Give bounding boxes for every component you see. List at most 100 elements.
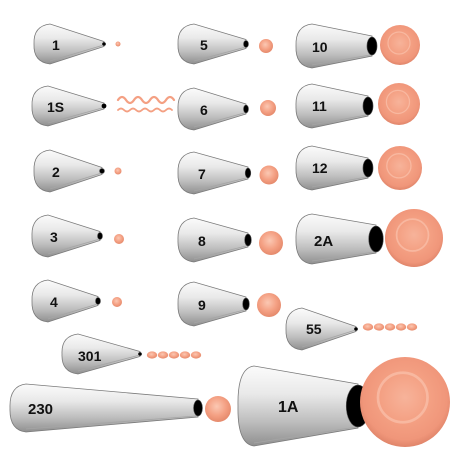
tip-12-icing-sample <box>378 146 422 190</box>
tip-2a-label: 2A <box>314 233 333 250</box>
tip-8: 8 <box>177 217 283 263</box>
tip-2a-opening <box>368 225 384 253</box>
tip-1a-icing-sample <box>360 357 450 447</box>
tip-55-seam <box>301 330 355 348</box>
tip-10: 10 <box>295 23 420 69</box>
tip-12-icing-swirl <box>386 153 412 179</box>
tip-5-icing-sample <box>259 39 273 53</box>
tip-1a: 1A <box>237 357 450 447</box>
tip-2: 2 <box>33 149 122 193</box>
tip-1a-icing-swirl <box>376 371 429 424</box>
tip-301-label: 301 <box>78 348 102 364</box>
tip-11-opening <box>362 96 374 116</box>
tip-1-label: 1 <box>52 37 60 53</box>
tip-1s-label: 1S <box>47 99 64 115</box>
tip-11-label: 11 <box>312 98 327 114</box>
tip-301-icing-bead <box>190 351 202 359</box>
tip-5-body <box>177 23 247 65</box>
tip-301-icing-bead <box>168 351 180 359</box>
tip-9-opening <box>242 297 250 311</box>
tip-55-icing-bead <box>384 323 396 331</box>
tip-9-seam <box>193 309 245 324</box>
tip-5-opening <box>243 40 249 48</box>
tip-5-seam <box>193 47 245 62</box>
tip-55-body <box>285 307 357 351</box>
tip-6: 6 <box>177 87 276 131</box>
tip-1s: 1S <box>31 85 176 127</box>
tip-301-seam <box>77 355 139 372</box>
tip-7: 7 <box>177 151 279 195</box>
tip-9: 9 <box>177 281 281 327</box>
tip-55-icing-bead <box>362 323 374 331</box>
tip-8-icing-sample <box>259 231 283 255</box>
tip-4-label: 4 <box>50 294 58 310</box>
tip-12-body <box>295 145 369 191</box>
tip-230: 230 <box>9 383 231 433</box>
tip-1: 1 <box>33 23 121 65</box>
tip-55: 55 <box>285 307 418 351</box>
tip-9-label: 9 <box>198 297 206 313</box>
tip-4: 4 <box>31 279 122 323</box>
tip-9-icing-sample <box>257 293 281 317</box>
tip-301: 301 <box>61 333 202 375</box>
tip-6-label: 6 <box>200 102 208 118</box>
tip-1s-seam <box>47 107 103 124</box>
tip-230-opening <box>193 399 203 417</box>
tip-10-icing-sample <box>380 25 420 65</box>
tip-1-body <box>33 23 105 65</box>
tip-230-body <box>9 383 199 433</box>
tip-9-body <box>177 281 247 327</box>
tip-55-icing-bead <box>395 323 407 331</box>
tip-11-icing-swirl <box>385 89 411 115</box>
tip-8-body <box>177 217 249 263</box>
tip-2a-body <box>295 213 377 265</box>
tip-2-opening <box>99 168 105 174</box>
tip-5-label: 5 <box>200 37 208 53</box>
tip-3-seam <box>47 239 99 255</box>
tip-12-label: 12 <box>312 160 328 176</box>
tip-6-seam <box>193 112 245 128</box>
tip-3-label: 3 <box>50 229 58 245</box>
tip-2-label: 2 <box>52 164 60 180</box>
tip-3-icing-sample <box>114 234 124 244</box>
tip-301-icing-bead <box>179 351 191 359</box>
tip-10-body <box>295 23 373 69</box>
tip-2-body <box>33 149 103 193</box>
tip-3: 3 <box>31 214 124 258</box>
tip-10-label: 10 <box>312 39 328 55</box>
tip-5: 5 <box>177 23 273 65</box>
tip-1s-body <box>31 85 105 127</box>
tip-1s-opening <box>101 103 107 109</box>
tip-8-opening <box>244 233 252 247</box>
tip-11-body <box>295 83 369 129</box>
tip-10-icing-swirl <box>387 31 411 55</box>
tip-2a: 2A <box>295 209 443 267</box>
tip-8-seam <box>193 245 247 260</box>
tip-4-icing-sample <box>112 297 122 307</box>
tip-55-opening <box>354 327 358 331</box>
tip-2a-icing-sample <box>385 209 443 267</box>
tip-6-body <box>177 87 247 131</box>
tip-10-seam <box>311 54 371 66</box>
tip-7-label: 7 <box>198 166 206 182</box>
tip-12-seam <box>311 176 367 188</box>
tip-6-opening <box>243 104 249 114</box>
tip-10-opening <box>366 36 378 56</box>
tip-1a-body <box>237 365 359 447</box>
tip-11-seam <box>311 114 367 126</box>
tip-1a-seam <box>253 426 357 444</box>
tip-7-opening <box>244 167 252 179</box>
tip-301-icing-bead <box>157 351 169 359</box>
tip-11-icing-sample <box>378 83 420 125</box>
tip-1-seam <box>49 45 103 62</box>
tip-2a-icing-swirl <box>395 218 430 252</box>
tip-7-body <box>177 151 249 195</box>
tip-4-body <box>31 279 99 323</box>
tip-55-label: 55 <box>306 321 322 337</box>
tip-12: 12 <box>295 145 422 191</box>
tip-7-icing-sample <box>259 165 279 185</box>
tip-230-label: 230 <box>28 401 53 418</box>
tip-2a-seam <box>311 251 375 262</box>
tip-55-icing-bead <box>373 323 385 331</box>
